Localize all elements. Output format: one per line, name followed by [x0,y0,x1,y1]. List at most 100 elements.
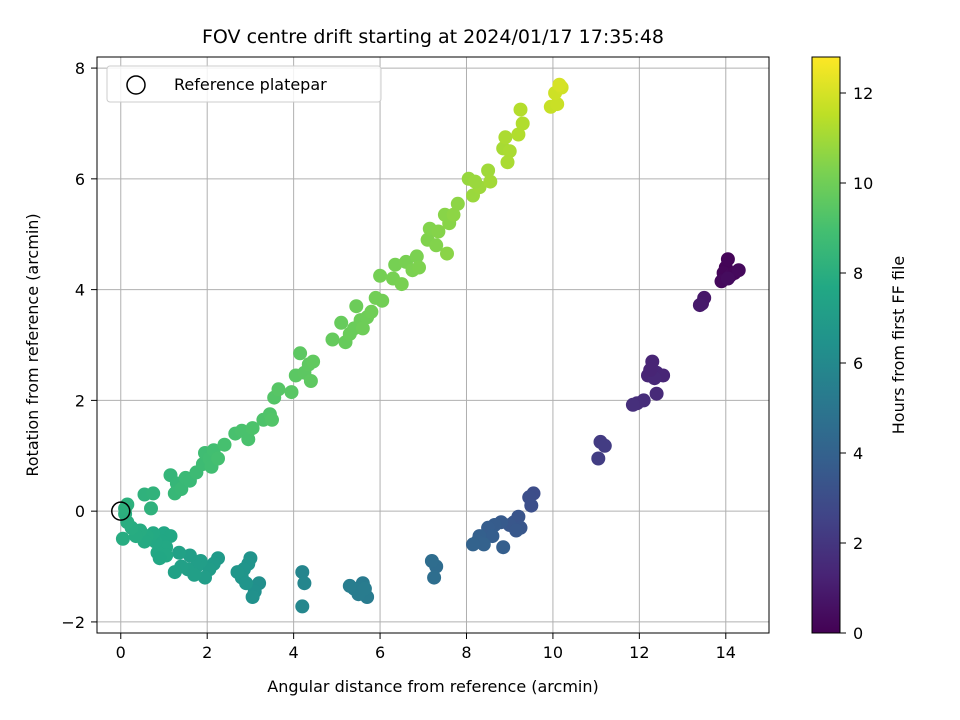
data-point [431,224,446,239]
colorbar-tick-label: 4 [853,444,863,463]
reference-platepar-marker [111,501,131,521]
data-point [625,397,640,412]
data-point [466,537,480,552]
y-tick-label: −2 [61,613,85,632]
data-point [172,545,187,560]
data-point [239,576,254,591]
data-point [306,354,321,369]
x-tick-label: 12 [629,643,649,662]
data-point [271,382,286,397]
legend-marker-icon [126,75,146,95]
data-point [450,196,465,211]
data-point [295,599,310,614]
data-point [342,578,357,593]
data-point [144,501,158,516]
data-point [375,293,390,308]
legend-label: Reference platepar [174,75,327,94]
grid [97,57,769,633]
data-point [297,576,312,591]
x-tick-label: 0 [116,643,126,662]
data-point [496,540,511,555]
y-tick-label: 8 [75,59,85,78]
y-axis-ticks: −2 0 2 4 6 8 [61,59,97,632]
y-tick-label: 2 [75,391,85,410]
data-point [509,523,524,538]
data-point [476,537,491,552]
colorbar-tick-label: 8 [853,264,863,283]
data-point [325,332,340,347]
data-point [498,130,513,145]
x-tick-label: 10 [543,643,563,662]
colorbar-label: Hours from first FF file [889,256,908,435]
data-point [483,174,498,189]
colorbar-tick-label: 0 [853,624,863,643]
data-point [511,127,526,142]
data-point [182,548,197,563]
colorbar-tick-label: 6 [853,354,863,373]
data-point [187,567,202,582]
data-points [115,77,746,614]
legend: Reference platepar [106,65,382,103]
data-point [284,385,299,400]
colorbar-tick-label: 10 [853,174,873,193]
data-point [152,551,167,566]
data-point [409,249,424,264]
data-point [485,529,500,544]
colorbar [811,56,841,634]
data-point [597,438,612,453]
data-point [515,116,530,131]
data-point [649,386,664,401]
data-point [731,263,746,278]
x-tick-label: 8 [461,643,471,662]
data-point [245,590,260,604]
legend-box [106,65,382,103]
data-point [481,163,496,178]
data-point [217,437,232,452]
data-point [174,482,189,496]
data-point [427,570,442,585]
data-point [265,412,279,427]
data-point [720,271,735,286]
data-point [424,554,439,568]
data-point [230,565,245,580]
data-point [357,581,372,596]
x-axis-label: Angular distance from reference (arcmin) [267,677,598,696]
data-point [550,97,565,112]
data-point [293,346,308,361]
data-point [500,155,515,170]
chart-title: FOV centre drift starting at 2024/01/17 … [202,26,664,48]
data-point [241,432,256,447]
data-point [643,362,658,377]
data-point [295,565,310,580]
data-point [115,531,130,546]
data-point [355,321,370,336]
y-tick-label: 6 [75,170,85,189]
data-point [373,268,388,283]
data-point [211,451,225,466]
data-point [552,77,567,92]
y-axis-label: Rotation from reference (arcmin) [23,213,42,476]
data-point [524,498,539,513]
data-point [720,252,735,267]
data-point [146,486,161,501]
x-tick-label: 2 [202,643,212,662]
data-point [167,565,182,580]
data-point [692,298,707,313]
data-point [468,174,483,189]
x-tick-label: 6 [375,643,385,662]
data-point [303,374,318,388]
data-point [446,207,461,222]
data-point [364,304,379,319]
data-point [513,102,528,117]
x-tick-label: 4 [289,643,299,662]
colorbar-tick-label: 12 [853,84,873,103]
data-point [334,315,349,330]
data-point [440,246,454,261]
plot-frame [96,56,770,634]
data-point [394,277,409,292]
y-tick-label: 0 [75,502,85,521]
data-point [349,299,364,314]
data-point [591,451,606,466]
colorbar-tick-label: 2 [853,534,863,553]
